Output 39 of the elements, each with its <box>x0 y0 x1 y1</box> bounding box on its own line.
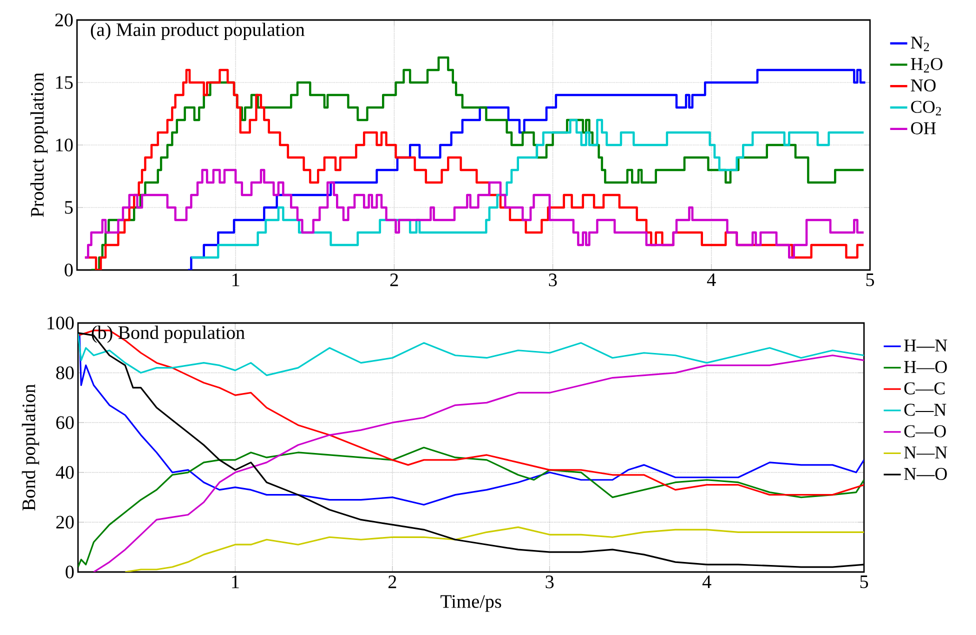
x-tick-label: 3 <box>548 274 557 286</box>
legend-label: C—O <box>904 425 946 438</box>
y-tick-label: 20 <box>56 516 74 529</box>
legend-label: NO <box>910 79 936 92</box>
y-tick-label: 0 <box>64 264 73 276</box>
x-tick-label: 2 <box>390 274 398 286</box>
x-tick-label: 1 <box>232 274 240 286</box>
y-tick-label: 0 <box>66 566 74 578</box>
y-tick-label: 10 <box>56 138 73 152</box>
legend-label: H$_{2}$O <box>910 58 942 72</box>
legend-label: C—N <box>904 404 946 416</box>
legend-label: CO$_{2}$ <box>911 100 941 116</box>
x-tick-label: 5 <box>866 274 874 286</box>
chart-title: (a) Main product population <box>90 22 305 40</box>
x-tick-label: 4 <box>707 274 716 286</box>
legend-label: N$_{2}$ <box>910 36 929 52</box>
x-tick-label: 2 <box>388 576 396 588</box>
y-tick-label: 40 <box>56 466 74 479</box>
x-tick-label: 4 <box>702 576 712 588</box>
y-tick-label: 20 <box>55 14 73 26</box>
y-axis-title: Bond population <box>22 384 40 511</box>
legend-label: H—O <box>904 360 947 374</box>
legend-label: OH <box>911 122 936 134</box>
y-tick-label: 15 <box>56 76 73 89</box>
legend-label: H—N <box>904 340 948 352</box>
x-tick-label: 1 <box>232 576 239 588</box>
y-tick-label: 5 <box>65 201 73 214</box>
x-tick-label: 3 <box>546 576 554 588</box>
line-series <box>78 446 864 568</box>
y-tick-label: 60 <box>56 416 74 430</box>
x-tick-label: 5 <box>860 576 868 588</box>
legend-label: N—O <box>904 468 947 480</box>
y-tick-label: 100 <box>48 316 74 330</box>
line-series <box>124 526 864 572</box>
y-axis-title: Product population <box>30 72 48 218</box>
y-tick-label: 80 <box>56 366 74 380</box>
legend-label: N—N <box>904 446 948 458</box>
x-axis-title: Time/ps <box>440 595 502 612</box>
legend-label: C—C <box>904 382 945 394</box>
